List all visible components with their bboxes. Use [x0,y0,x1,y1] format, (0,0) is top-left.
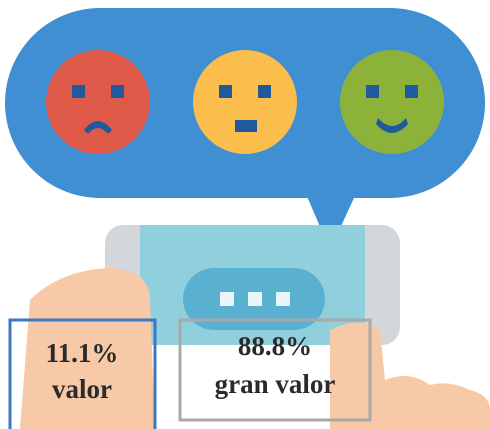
category-label: gran valor [215,369,336,399]
phone [105,225,400,345]
neutral-face [193,50,297,154]
percent-label: 11.1% [46,338,119,368]
percent-label: 88.8% [238,331,312,361]
label-box [8,318,157,429]
happy-face [340,50,444,154]
sad-face [46,50,150,154]
label-box [178,318,372,422]
category-label: valor [52,374,112,404]
